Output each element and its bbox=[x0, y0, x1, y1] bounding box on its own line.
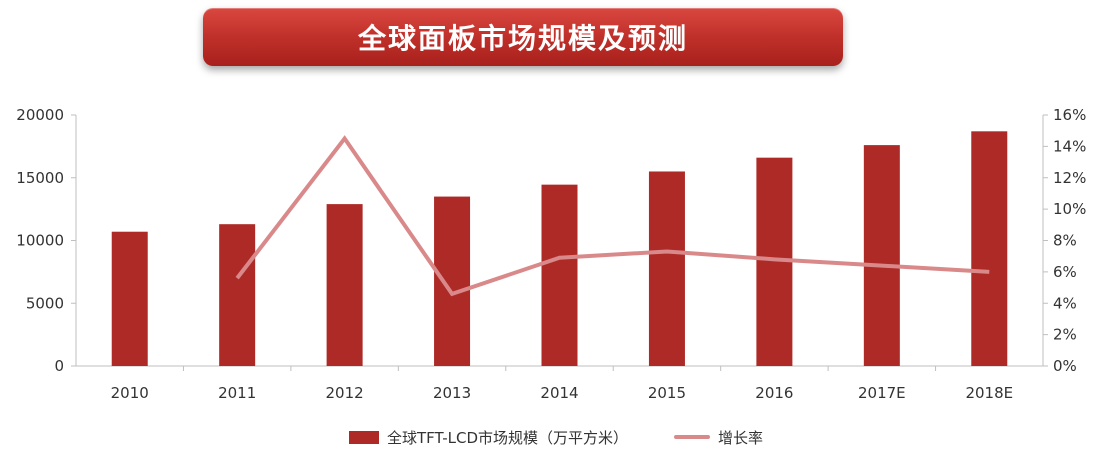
x-tick-label: 2012 bbox=[326, 384, 364, 402]
legend: 全球TFT-LCD市场规模（万平方米） 增长率 bbox=[0, 423, 1112, 451]
y-right-tick-label: 16% bbox=[1053, 106, 1086, 124]
bar-2012 bbox=[326, 204, 363, 366]
title-banner: 全球面板市场规模及预测 bbox=[203, 8, 843, 66]
bar-2014 bbox=[541, 184, 578, 366]
growth-rate-line bbox=[235, 135, 990, 297]
y-right-tick-label: 4% bbox=[1053, 294, 1077, 312]
bar-2011 bbox=[219, 224, 256, 366]
legend-item-bar: 全球TFT-LCD市场规模（万平方米） bbox=[348, 427, 629, 448]
x-tick-label: 2015 bbox=[648, 384, 686, 402]
legend-swatch-bar bbox=[348, 430, 379, 444]
legend-label-line: 增长率 bbox=[718, 428, 764, 447]
y-left-tick-label: 5000 bbox=[26, 294, 64, 312]
x-tick-label: 2017E bbox=[858, 384, 906, 402]
x-tick-label: 2011 bbox=[218, 384, 256, 402]
y-left-tick-label: 20000 bbox=[16, 106, 64, 124]
legend-swatch-line bbox=[674, 435, 711, 439]
x-tick-label: 2018E bbox=[965, 384, 1013, 402]
y-right-tick-label: 8% bbox=[1053, 232, 1077, 250]
y-right-tick-label: 14% bbox=[1053, 137, 1086, 155]
y-left-tick-label: 0 bbox=[54, 357, 64, 375]
x-tick-label: 2016 bbox=[755, 384, 793, 402]
bar-2017E bbox=[863, 145, 900, 366]
y-right-tick-label: 6% bbox=[1053, 263, 1077, 281]
legend-item-line: 增长率 bbox=[674, 427, 763, 448]
y-right-tick-label: 2% bbox=[1053, 326, 1077, 344]
chart-title: 全球面板市场规模及预测 bbox=[357, 22, 688, 55]
y-right-tick-label: 10% bbox=[1053, 200, 1086, 218]
legend-label-bar: 全球TFT-LCD市场规模（万平方米） bbox=[386, 428, 629, 447]
bar-2013 bbox=[434, 196, 471, 366]
x-tick-label: 2014 bbox=[540, 384, 578, 402]
x-tick-label: 2013 bbox=[433, 384, 471, 402]
y-left-tick-label: 15000 bbox=[16, 169, 64, 187]
y-left-tick-label: 10000 bbox=[16, 232, 64, 250]
y-right-tick-label: 0% bbox=[1053, 357, 1077, 375]
bar-2018E bbox=[971, 131, 1008, 366]
y-right-tick-label: 12% bbox=[1053, 169, 1086, 187]
bar-2010 bbox=[111, 231, 148, 366]
x-tick-label: 2010 bbox=[111, 384, 149, 402]
bar-2015 bbox=[648, 171, 685, 366]
